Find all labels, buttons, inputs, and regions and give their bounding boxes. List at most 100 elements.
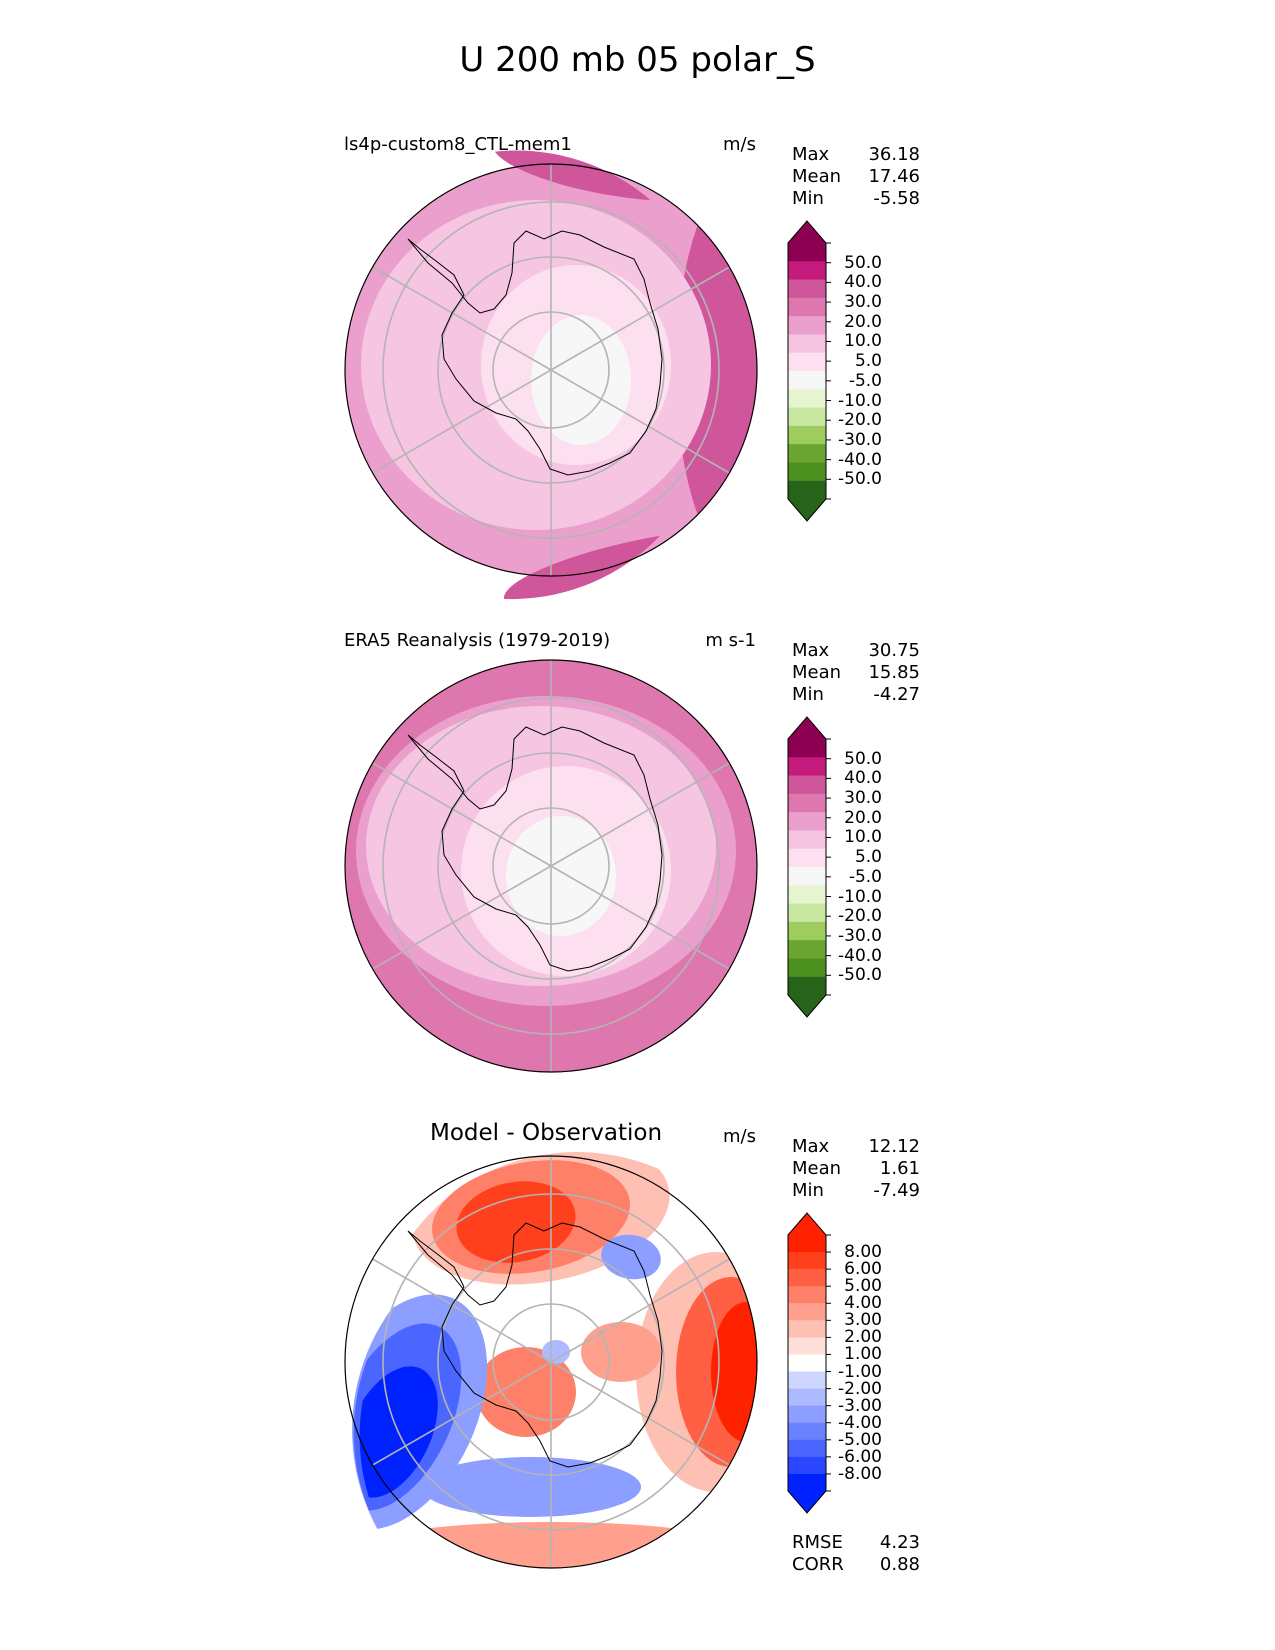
panel3-colorbar-segment [788, 1371, 826, 1389]
panel1-colorbar-tick-label: -40.0 [838, 449, 882, 470]
panel3-field-band [421, 1457, 641, 1517]
panel3-colorbar-segment [788, 1388, 826, 1407]
panel2-colorbar-tick-label: 40.0 [844, 768, 882, 789]
panel3-meridian [372, 1258, 552, 1363]
panel3-title: Model - Observation [430, 1120, 663, 1146]
panel2-colorbar-tick-label: -50.0 [838, 965, 882, 986]
panel3-colorbar-extend-max [788, 1213, 826, 1235]
panel1-colorbar-segment [788, 389, 826, 408]
panel3-colorbar-tick-label: -5.00 [838, 1429, 882, 1450]
panel1-colorbar-tick-label: 30.0 [844, 292, 882, 313]
panel3-colorbar-segment [788, 1269, 826, 1287]
panel2-meridian [372, 865, 552, 970]
panel1-meridian [550, 266, 730, 371]
panel2-title: ERA5 Reanalysis (1979-2019) [344, 630, 611, 651]
panel3-colorbar-tick-label: 8.00 [844, 1242, 882, 1263]
panel1-graticule [372, 164, 730, 576]
panel2-colorbar-segment [788, 739, 826, 758]
panel1-field-band [531, 315, 631, 445]
panel1-map-boundary [344, 163, 758, 577]
panel2-colorbar-extend-min [788, 995, 826, 1017]
panel2-meridian [550, 865, 730, 970]
panel1-colorbar-tick-label: 5.0 [854, 351, 882, 372]
panel3-colorbar-segment [788, 1337, 826, 1355]
panel3-colorbar-tick-label: 5.00 [844, 1276, 882, 1297]
panel2-colorbar-tick-label: -5.0 [848, 866, 882, 887]
panel3-colorbar-segment [788, 1320, 826, 1338]
panel2-colorbar-tick-label: 50.0 [844, 748, 882, 769]
panel1-colorbar-extend-min [788, 499, 826, 521]
panel1-colorbar-segment [788, 444, 826, 463]
panel1-colorbar-segment [788, 243, 826, 262]
panel3-error-stats: RMSE 4.23 CORR 0.88 [792, 1532, 920, 1575]
panel3-colorbar-segment [788, 1473, 826, 1492]
panel2-colorbar-segment [788, 848, 826, 868]
panel3-field-band [581, 1322, 661, 1382]
panel2-colorbar-segment [788, 793, 826, 813]
panel1-colorbar-extend-max [788, 221, 826, 243]
panel3-colorbar-segment [788, 1252, 826, 1270]
panel3-colorbar-tick-label: -2.00 [838, 1378, 882, 1399]
panel3-colorbar-tick-label: 3.00 [844, 1310, 882, 1331]
panel1-coastline [407, 230, 663, 476]
panel3-rmse: 4.23 [879, 1532, 920, 1553]
panel2-units: m s-1 [705, 630, 756, 651]
panel3-colorbar-segment [788, 1354, 826, 1372]
panel2-colorbar-segment [788, 940, 826, 959]
panel2-colorbar-segment [788, 830, 826, 850]
figure-title: U 200 mb 05 polar_S [459, 40, 816, 80]
panel2-meridian [550, 762, 730, 867]
panel2-colorbar-segment [788, 958, 826, 978]
panel2-map-boundary [344, 659, 758, 1073]
panel2-stats: Max 30.75 Mean 15.85 Min -4.27 [792, 640, 920, 705]
panel3-colorbar-extend-min [788, 1491, 826, 1513]
panel2-colorbar-tick-label: 5.0 [854, 847, 882, 868]
panel2-colorbar-segment [788, 775, 826, 795]
panel2-colorbar-tick-label: -40.0 [838, 945, 882, 966]
panel3-polar-map [314, 1139, 758, 1569]
panel1-meridian [372, 266, 552, 371]
panel1-colorbar-segment [788, 297, 826, 317]
panel3-colorbar-tick-label: 1.00 [844, 1344, 882, 1365]
panel3-meridian [550, 1361, 730, 1466]
panel1-colorbar [787, 220, 831, 522]
panel1-meridian [550, 369, 730, 474]
panel1-stats: Max 36.18 Mean 17.46 Min -5.58 [792, 144, 920, 209]
panel3-mean: 1.61 [879, 1158, 920, 1179]
panel2-colorbar-segment [788, 903, 826, 923]
panel2-colorbar-segment [788, 921, 826, 941]
panel3-colorbar-segment [788, 1303, 826, 1321]
panel3-field-band [456, 1181, 576, 1263]
panel1-colorbar-segment [788, 407, 826, 427]
panel1-colorbar-tick-label: -20.0 [838, 410, 882, 431]
panel3-max: 12.12 [868, 1136, 920, 1157]
panel1-colorbar-segment [788, 352, 826, 372]
panel3-colorbar-segment [788, 1286, 826, 1304]
panel1-units: m/s [723, 134, 756, 155]
panel3-colorbar-tick-label: -6.00 [838, 1446, 882, 1467]
panel3-colorbar-tick-label: -8.00 [838, 1463, 882, 1484]
panel2-colorbar-tick-label: -10.0 [838, 886, 882, 907]
panel3-colorbar-segment [788, 1235, 826, 1253]
panel3-meridian [372, 1361, 552, 1466]
panel2-mean: 15.85 [868, 662, 920, 683]
panel3-colorbar-tick-label: 6.00 [844, 1259, 882, 1280]
panel1-title: ls4p-custom8_CTL-mem1 [344, 134, 572, 155]
panel1-min: -5.58 [873, 188, 920, 209]
panel1-mean: 17.46 [868, 166, 920, 187]
panel2-colorbar-tick-label: -20.0 [838, 906, 882, 927]
panel2-colorbar-segment [788, 757, 826, 776]
panel3-coastline [407, 1222, 663, 1468]
panel2-colorbar-segment [788, 976, 826, 996]
panel2-max: 30.75 [868, 640, 920, 661]
panel3-colorbar-segment [788, 1439, 826, 1458]
panel2-min: -4.27 [873, 684, 920, 705]
panel3-colorbar-segment [788, 1456, 826, 1475]
panel3-colorbar-segment [788, 1405, 826, 1424]
panel3-colorbar-segment [788, 1422, 826, 1441]
panel1-colorbar-segment [788, 371, 826, 390]
panel2-polar-map [344, 659, 758, 1073]
panel2-colorbar-segment [788, 812, 826, 831]
panel3-min: -7.49 [873, 1180, 920, 1201]
panel2-graticule [372, 660, 730, 1072]
